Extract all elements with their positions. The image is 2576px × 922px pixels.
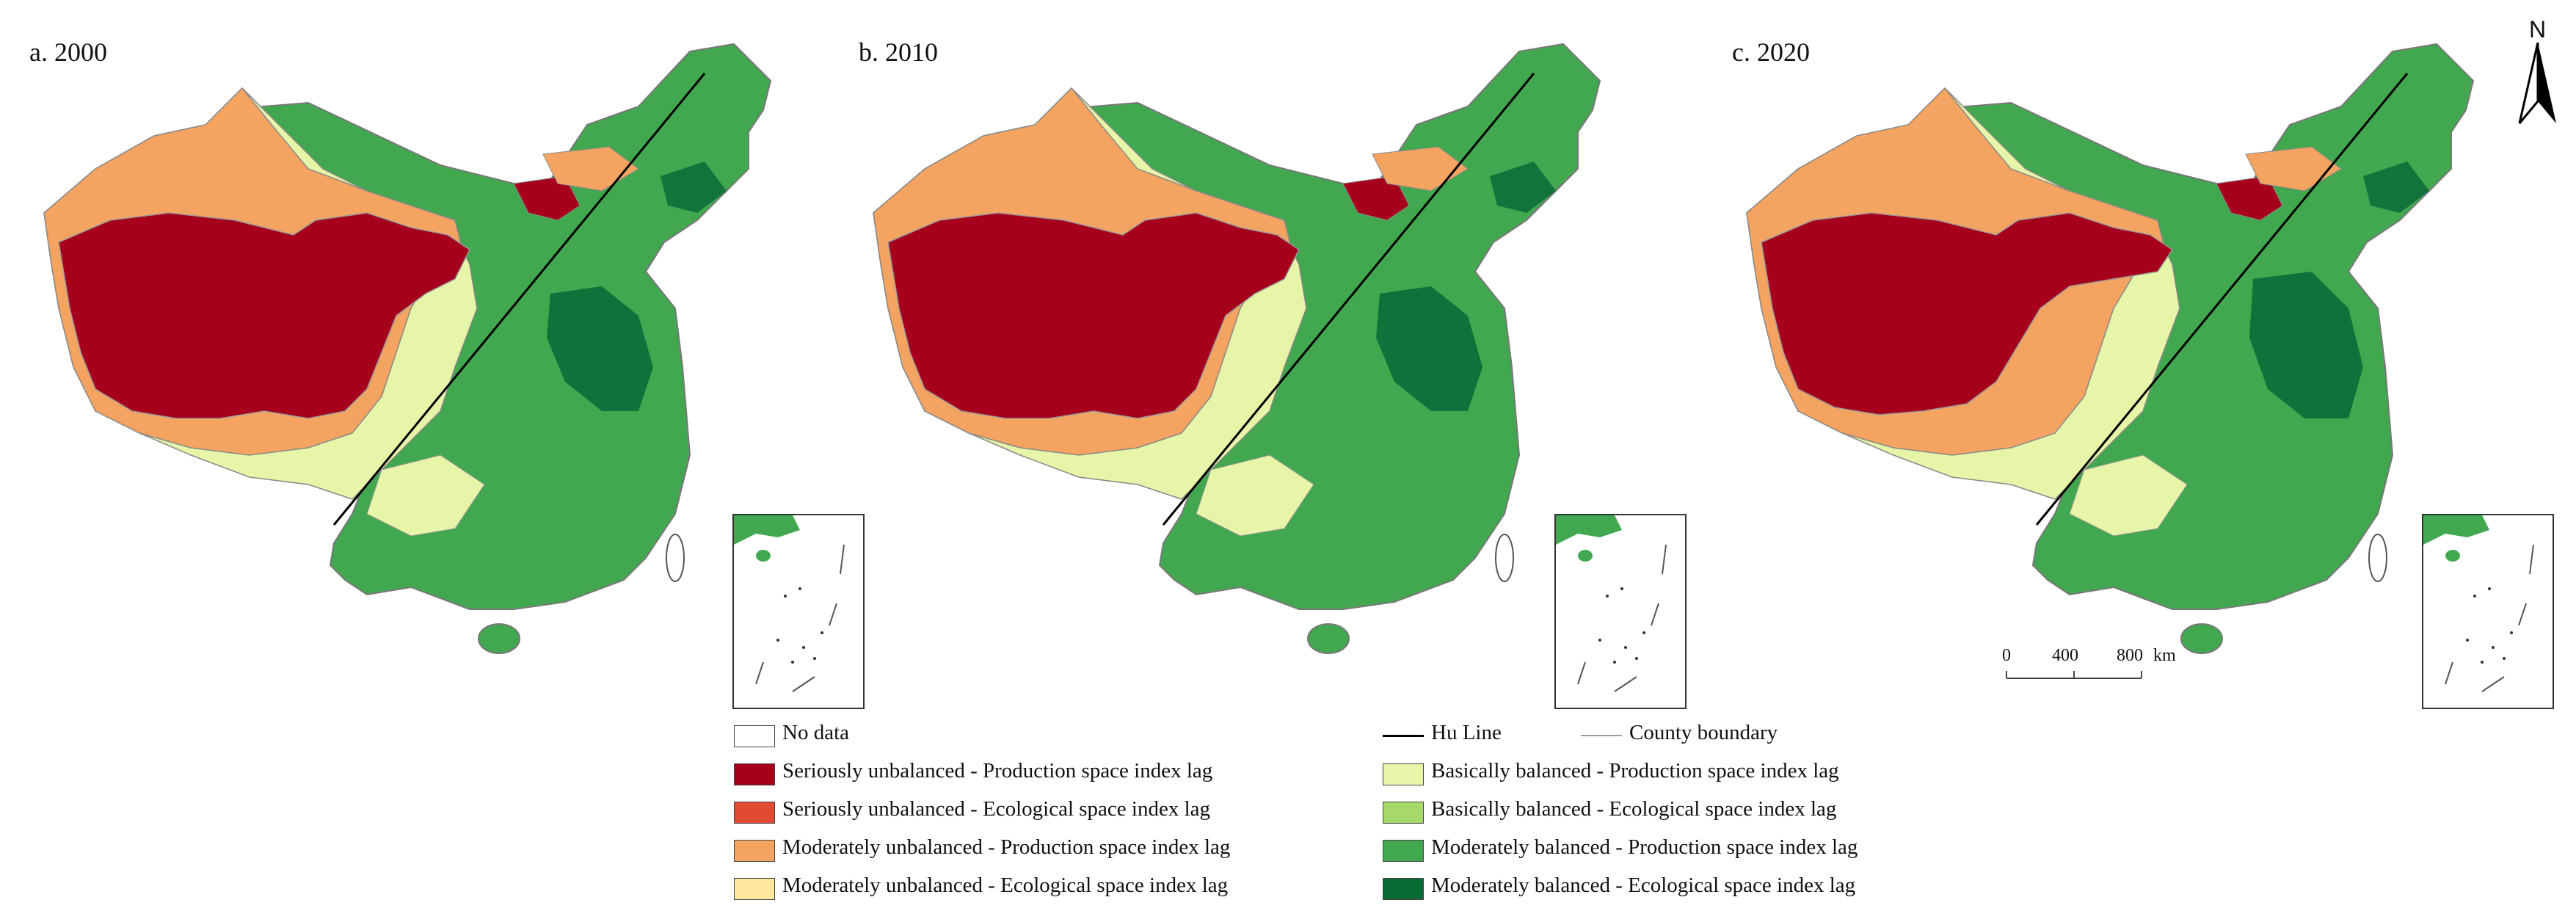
hu-line-2010	[1162, 73, 1535, 526]
legend-label: Basically balanced - Ecological space in…	[1431, 797, 1837, 821]
south-china-sea-inset	[732, 514, 865, 709]
swatch-moderately-balanced-ecological	[1383, 878, 1424, 900]
south-china-sea-inset	[1554, 514, 1687, 709]
scale-bar: 0 400 800 km	[2002, 646, 2208, 690]
legend-label: Hu Line	[1431, 721, 1502, 744]
legend-label: Basically balanced - Production space in…	[1431, 759, 1839, 783]
swatch-basically-balanced-ecological	[1383, 802, 1424, 824]
scale-tick-400: 400	[2052, 646, 2078, 665]
scale-tick-0: 0	[2002, 646, 2011, 665]
legend-right: Hu Line County boundary Basically balanc…	[1383, 721, 1970, 912]
south-china-sea-islands	[734, 515, 845, 692]
south-china-sea-islands	[1556, 515, 1667, 692]
map-panel-2000: a. 2000	[0, 0, 865, 719]
swatch-no-data	[734, 725, 775, 747]
map-panel-2020: c. 2020	[1703, 0, 2554, 719]
swatch-seriously-unbalanced-production	[734, 763, 775, 785]
swatch-moderately-balanced-production	[1383, 840, 1424, 862]
scale-tick-800: 800	[2117, 646, 2143, 665]
swatch-moderately-unbalanced-ecological	[734, 878, 775, 900]
hu-line-2000	[332, 73, 706, 526]
seriously-unbalanced-region-2000	[58, 212, 470, 419]
north-arrow-icon	[2518, 43, 2556, 124]
scale-unit: km	[2153, 646, 2176, 665]
panel-title: a. 2000	[29, 37, 107, 67]
north-label: N	[2529, 16, 2547, 43]
legend-label: Seriously unbalanced - Ecological space …	[782, 797, 1211, 821]
legend-label: Moderately unbalanced - Production space…	[782, 835, 1231, 859]
china-map-2000	[43, 43, 772, 654]
swatch-moderately-unbalanced-production	[734, 840, 775, 862]
legend-label: Moderately unbalanced - Ecological space…	[782, 874, 1229, 897]
legend-left: No data Seriously unbalanced - Productio…	[734, 721, 1321, 912]
panel-title: b. 2010	[859, 37, 938, 67]
south-china-sea-islands	[2423, 515, 2534, 692]
legend-label: County boundary	[1629, 721, 1778, 744]
china-map-2020	[1746, 43, 2475, 654]
panel-title: c. 2020	[1732, 37, 1810, 67]
scale-bar-line	[2006, 671, 2142, 679]
seriously-unbalanced-region-2020	[1761, 212, 2174, 415]
county-boundary-symbol	[1581, 735, 1622, 736]
swatch-seriously-unbalanced-ecological	[734, 802, 775, 824]
legend-label: Seriously unbalanced - Production space …	[782, 759, 1213, 783]
legend-label: Moderately balanced - Ecological space i…	[1431, 874, 1856, 897]
seriously-unbalanced-region-2010	[887, 212, 1300, 419]
legend-label: Moderately balanced - Production space i…	[1431, 835, 1858, 859]
hu-line-2020	[2035, 73, 2409, 526]
legend-label: No data	[782, 721, 849, 744]
map-panel-2010: b. 2010	[829, 0, 1687, 719]
south-china-sea-inset	[2422, 514, 2554, 709]
hu-line-symbol	[1383, 735, 1424, 737]
china-map-2010	[873, 43, 1601, 654]
swatch-basically-balanced-production	[1383, 763, 1424, 785]
north-arrow: N	[2516, 16, 2560, 126]
